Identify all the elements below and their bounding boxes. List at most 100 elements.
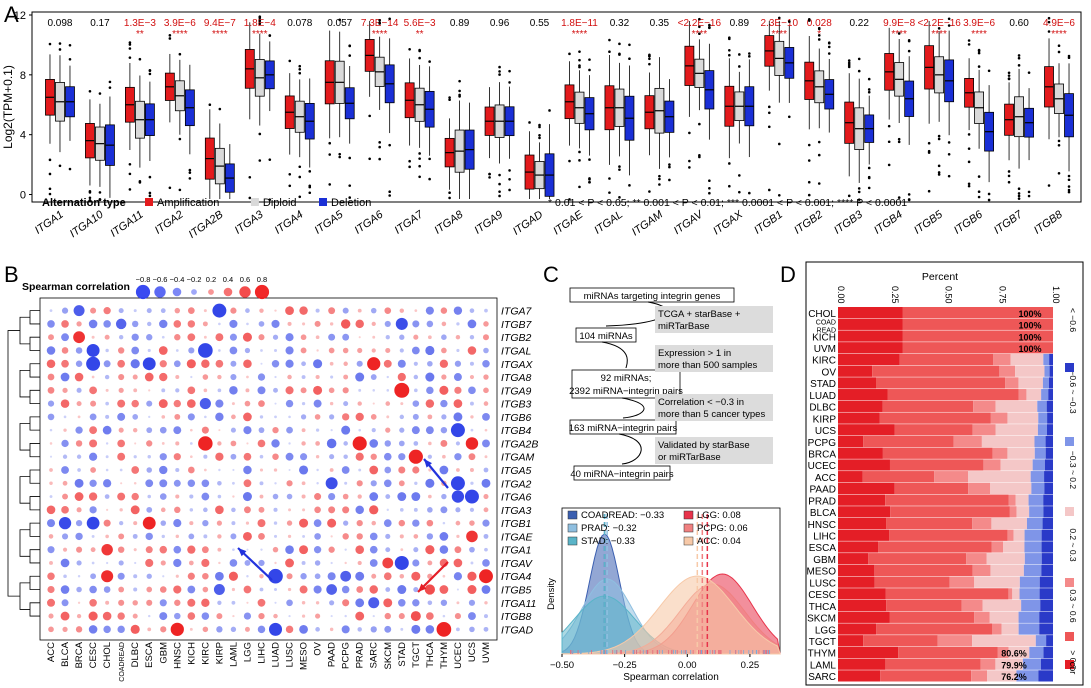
outlier-point bbox=[688, 166, 691, 169]
stacked-segment bbox=[880, 670, 972, 682]
correlation-dot bbox=[118, 308, 124, 314]
stacked-segment bbox=[838, 342, 903, 354]
outlier-point bbox=[967, 39, 971, 42]
correlation-dot bbox=[148, 389, 151, 392]
correlation-dot bbox=[330, 429, 333, 432]
correlation-dot bbox=[413, 586, 419, 593]
correlation-dot bbox=[161, 335, 165, 339]
correlation-dot bbox=[60, 372, 70, 382]
outlier-point bbox=[1007, 74, 1011, 77]
outlier-point bbox=[1047, 20, 1051, 24]
panel-d-xtick: 0.50 bbox=[944, 286, 954, 304]
correlation-dot bbox=[259, 587, 264, 592]
outlier-point bbox=[578, 65, 581, 69]
stacked-segment bbox=[1041, 541, 1053, 553]
stacked-segment bbox=[1039, 611, 1053, 623]
stacked-segment bbox=[981, 435, 1035, 448]
outlier-point bbox=[907, 193, 911, 196]
row-label: ITGB6 bbox=[501, 412, 532, 424]
correlation-dot bbox=[370, 414, 377, 420]
correlation-dot bbox=[301, 494, 306, 499]
correlation-dot bbox=[397, 585, 407, 595]
outlier-point bbox=[1057, 50, 1061, 54]
correlation-dot bbox=[288, 415, 291, 419]
outlier-point bbox=[128, 188, 132, 191]
stacked-segment bbox=[1016, 506, 1030, 518]
row-label: ITGAX bbox=[501, 359, 534, 371]
correlation-dot bbox=[357, 560, 362, 566]
density-ylabel: Density bbox=[546, 578, 557, 610]
correlation-dot bbox=[130, 624, 140, 634]
stacked-segment bbox=[1029, 506, 1044, 518]
outlier-point bbox=[608, 38, 611, 42]
outlier-point bbox=[987, 198, 991, 202]
legend-dot bbox=[172, 287, 182, 297]
stacked-segment bbox=[1031, 482, 1045, 494]
row-label: ITGAV bbox=[501, 558, 533, 570]
column-label: KIRC bbox=[200, 642, 211, 665]
correlation-dot bbox=[484, 455, 488, 459]
outlier-point bbox=[1057, 139, 1061, 143]
stacked-segment bbox=[838, 576, 875, 588]
outlier-point bbox=[548, 109, 551, 112]
correlation-dot bbox=[145, 479, 154, 488]
outlier-point bbox=[1027, 190, 1031, 194]
correlation-dot bbox=[76, 507, 82, 513]
outlier-point bbox=[857, 190, 861, 194]
correlation-dot bbox=[342, 333, 350, 341]
stacked-segment bbox=[863, 435, 954, 448]
p-value-label: 9.4E−7 bbox=[204, 18, 236, 29]
outlier-point bbox=[937, 137, 941, 141]
correlation-dot bbox=[301, 601, 306, 605]
correlation-dot bbox=[76, 613, 82, 619]
correlation-dot bbox=[357, 401, 362, 406]
gene-label: ITGAV bbox=[672, 208, 707, 237]
correlation-dot bbox=[426, 320, 434, 328]
correlation-dot bbox=[385, 494, 391, 499]
outlier-point bbox=[268, 198, 272, 201]
outlier-point bbox=[817, 182, 821, 185]
stacked-segment bbox=[899, 353, 994, 366]
correlation-dot bbox=[356, 586, 364, 593]
stacked-segment bbox=[1019, 576, 1040, 588]
correlation-dot bbox=[314, 506, 321, 514]
correlation-dot bbox=[383, 479, 392, 488]
correlation-dot bbox=[385, 347, 391, 354]
correlation-dot bbox=[117, 625, 125, 634]
outlier-point bbox=[887, 140, 891, 144]
stacked-segment bbox=[1035, 635, 1047, 647]
category-label: BRCA bbox=[808, 449, 836, 460]
correlation-dot bbox=[145, 532, 153, 541]
correlation-dot bbox=[424, 584, 435, 595]
stacked-segment bbox=[1007, 447, 1035, 459]
correlation-dot bbox=[410, 611, 421, 622]
outlier-point bbox=[887, 124, 891, 128]
correlation-dot bbox=[216, 626, 223, 633]
legend-entry: Amplification bbox=[157, 197, 219, 209]
outlier-point bbox=[338, 152, 342, 156]
correlation-dot bbox=[355, 412, 364, 422]
outlier-point bbox=[178, 137, 182, 141]
correlation-dot bbox=[146, 506, 153, 513]
correlation-dot bbox=[173, 360, 181, 368]
legend-dot bbox=[239, 286, 251, 298]
outlier-point bbox=[857, 69, 861, 73]
correlation-dot bbox=[453, 373, 462, 382]
outlier-point bbox=[498, 182, 501, 186]
correlation-dot bbox=[187, 399, 196, 408]
x-tick-label: −0.25 bbox=[613, 660, 637, 671]
correlation-dot bbox=[131, 320, 139, 328]
outlier-point bbox=[408, 159, 411, 163]
correlation-dot bbox=[370, 307, 377, 314]
category-label: PCPG bbox=[808, 438, 837, 449]
correlation-dot bbox=[425, 545, 435, 555]
correlation-dot bbox=[159, 372, 168, 382]
outlier-point bbox=[807, 180, 811, 184]
stacked-segment bbox=[995, 658, 1023, 670]
outlier-point bbox=[288, 184, 292, 188]
correlation-dot bbox=[268, 568, 283, 584]
correlation-dot bbox=[103, 306, 111, 315]
stacked-segment bbox=[838, 541, 879, 553]
correlation-dot bbox=[315, 374, 320, 380]
correlation-dot bbox=[271, 360, 280, 368]
